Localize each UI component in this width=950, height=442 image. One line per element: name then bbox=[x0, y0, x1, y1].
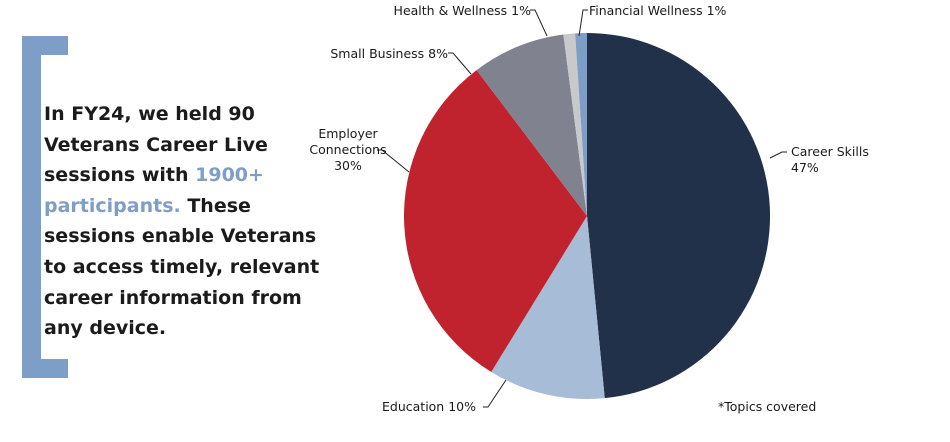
slice-label-small-business: Small Business 8% bbox=[330, 46, 448, 61]
slice-label-line: Career Skills bbox=[791, 144, 869, 159]
slice-label-health-wellness: Health & Wellness 1% bbox=[394, 3, 532, 18]
slice-label-line: Small Business 8% bbox=[330, 46, 448, 61]
leader-line bbox=[483, 379, 507, 408]
leader-line bbox=[530, 9, 548, 37]
leader-line bbox=[448, 52, 472, 75]
slice-label-employer-connections: Employer Connections 30% bbox=[309, 126, 386, 173]
slice-label-career-skills: Career Skills 47% bbox=[791, 144, 869, 175]
slice-label-line: Education 10% bbox=[382, 399, 476, 414]
summary-text-rest: These sessions enable Veterans to access… bbox=[44, 194, 320, 340]
pie-slice-education bbox=[491, 216, 605, 400]
summary-text: In FY24, we held 90 Veterans Career Live… bbox=[44, 99, 334, 344]
pie-slice-small-business bbox=[476, 34, 587, 216]
leader-line bbox=[377, 149, 410, 173]
slice-label-line: 30% bbox=[334, 158, 362, 173]
slice-label-line: Employer bbox=[318, 126, 378, 141]
pie-slice-career-skills bbox=[587, 32, 771, 399]
leader-line bbox=[578, 9, 588, 37]
slice-label-line: Financial Wellness 1% bbox=[589, 3, 727, 18]
topics-covered-note: *Topics covered bbox=[718, 399, 816, 414]
decorative-bracket bbox=[22, 36, 68, 378]
summary-text-intro: In FY24, we held 90 Veterans Career Live… bbox=[44, 103, 268, 187]
slice-label-line: 47% bbox=[791, 160, 819, 175]
slice-label-line: Health & Wellness 1% bbox=[394, 3, 532, 18]
slice-label-line: Connections bbox=[309, 142, 386, 157]
participants-highlight: 1900+ participants. bbox=[44, 164, 264, 217]
slice-label-education: Education 10% bbox=[382, 399, 476, 414]
pie-slice-financial-wellness bbox=[575, 32, 587, 217]
slice-label-financial-wellness: Financial Wellness 1% bbox=[589, 3, 727, 18]
pie-slice-health-wellness bbox=[563, 33, 587, 216]
leader-line bbox=[769, 151, 787, 159]
pie-slice-employer-connections bbox=[404, 70, 587, 372]
